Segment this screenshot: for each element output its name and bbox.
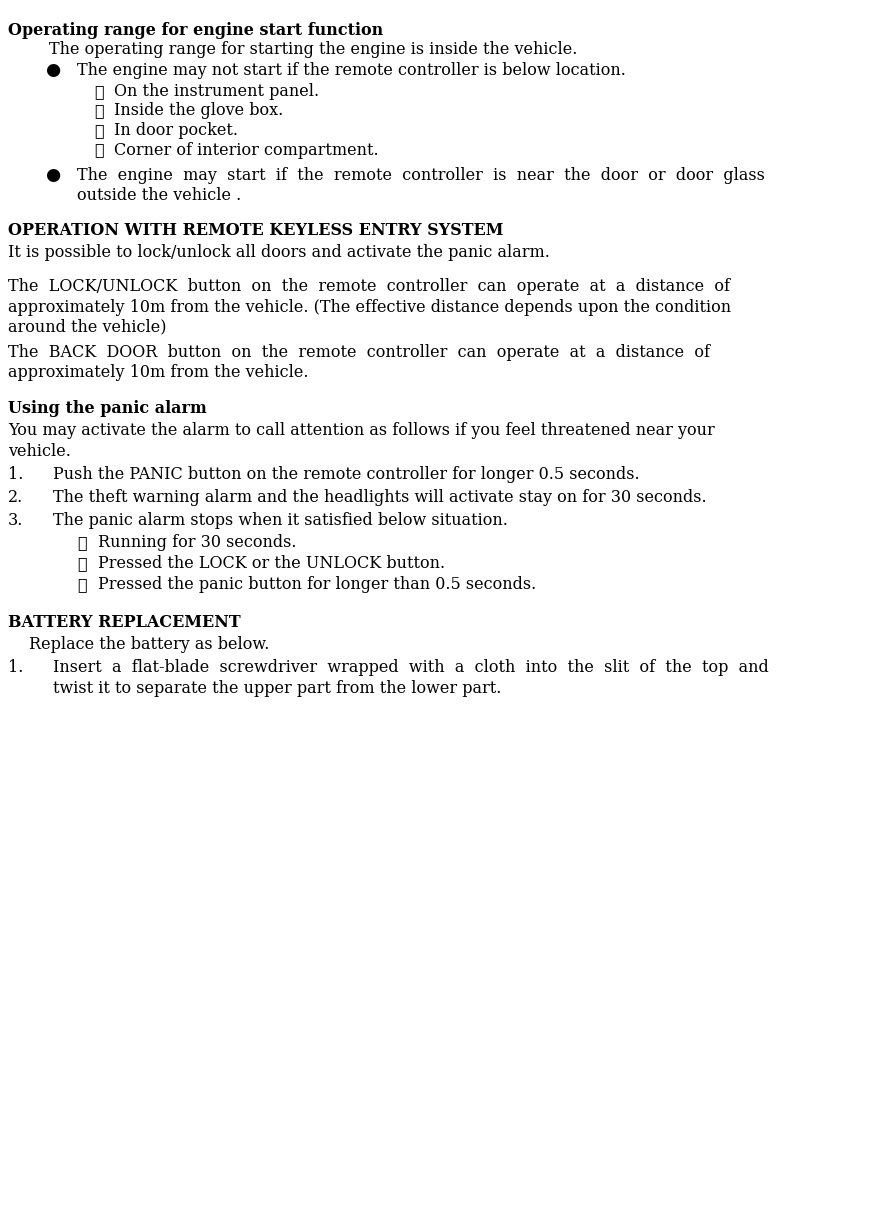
Text: Insert  a  flat-blade  screwdriver  wrapped  with  a  cloth  into  the  slit  of: Insert a flat-blade screwdriver wrapped … bbox=[53, 659, 769, 676]
Text: OPERATION WITH REMOTE KEYLESS ENTRY SYSTEM: OPERATION WITH REMOTE KEYLESS ENTRY SYST… bbox=[8, 222, 503, 239]
Text: ・: ・ bbox=[77, 576, 87, 593]
Text: approximately 10m from the vehicle.: approximately 10m from the vehicle. bbox=[8, 364, 309, 381]
Text: Replace the battery as below.: Replace the battery as below. bbox=[28, 636, 269, 653]
Text: Corner of interior compartment.: Corner of interior compartment. bbox=[115, 142, 379, 159]
Text: ・: ・ bbox=[94, 142, 103, 159]
Text: vehicle.: vehicle. bbox=[8, 443, 71, 460]
Text: You may activate the alarm to call attention as follows if you feel threatened n: You may activate the alarm to call atten… bbox=[8, 422, 715, 439]
Text: 2.: 2. bbox=[8, 489, 23, 506]
Text: ●: ● bbox=[45, 167, 60, 184]
Text: ・: ・ bbox=[94, 102, 103, 120]
Text: ・: ・ bbox=[77, 534, 87, 551]
Text: On the instrument panel.: On the instrument panel. bbox=[115, 83, 320, 100]
Text: around the vehicle): around the vehicle) bbox=[8, 318, 167, 336]
Text: The  LOCK/UNLOCK  button  on  the  remote  controller  can  operate  at  a  dist: The LOCK/UNLOCK button on the remote con… bbox=[8, 278, 730, 295]
Text: The engine may not start if the remote controller is below location.: The engine may not start if the remote c… bbox=[77, 62, 626, 79]
Text: Pressed the LOCK or the UNLOCK button.: Pressed the LOCK or the UNLOCK button. bbox=[98, 555, 445, 572]
Text: Running for 30 seconds.: Running for 30 seconds. bbox=[98, 534, 297, 551]
Text: Pressed the panic button for longer than 0.5 seconds.: Pressed the panic button for longer than… bbox=[98, 576, 536, 593]
Text: In door pocket.: In door pocket. bbox=[115, 122, 238, 139]
Text: approximately 10m from the vehicle. (The effective distance depends upon the con: approximately 10m from the vehicle. (The… bbox=[8, 299, 732, 316]
Text: ・: ・ bbox=[77, 555, 87, 572]
Text: ●: ● bbox=[45, 62, 60, 79]
Text: The  engine  may  start  if  the  remote  controller  is  near  the  door  or  d: The engine may start if the remote contr… bbox=[77, 167, 765, 184]
Text: Using the panic alarm: Using the panic alarm bbox=[8, 400, 207, 417]
Text: It is possible to lock/unlock all doors and activate the panic alarm.: It is possible to lock/unlock all doors … bbox=[8, 244, 550, 261]
Text: 1.: 1. bbox=[8, 659, 24, 676]
Text: BATTERY REPLACEMENT: BATTERY REPLACEMENT bbox=[8, 614, 241, 631]
Text: Push the PANIC button on the remote controller for longer 0.5 seconds.: Push the PANIC button on the remote cont… bbox=[53, 466, 639, 483]
Text: The panic alarm stops when it satisfied below situation.: The panic alarm stops when it satisfied … bbox=[53, 512, 508, 529]
Text: ・: ・ bbox=[94, 122, 103, 139]
Text: The theft warning alarm and the headlights will activate stay on for 30 seconds.: The theft warning alarm and the headligh… bbox=[53, 489, 707, 506]
Text: ・: ・ bbox=[94, 83, 103, 100]
Text: Operating range for engine start function: Operating range for engine start functio… bbox=[8, 22, 384, 39]
Text: 3.: 3. bbox=[8, 512, 24, 529]
Text: outside the vehicle .: outside the vehicle . bbox=[77, 187, 242, 204]
Text: The  BACK  DOOR  button  on  the  remote  controller  can  operate  at  a  dista: The BACK DOOR button on the remote contr… bbox=[8, 344, 710, 361]
Text: Inside the glove box.: Inside the glove box. bbox=[115, 102, 283, 120]
Text: The operating range for starting the engine is inside the vehicle.: The operating range for starting the eng… bbox=[49, 41, 577, 59]
Text: 1.: 1. bbox=[8, 466, 24, 483]
Text: twist it to separate the upper part from the lower part.: twist it to separate the upper part from… bbox=[53, 680, 502, 697]
